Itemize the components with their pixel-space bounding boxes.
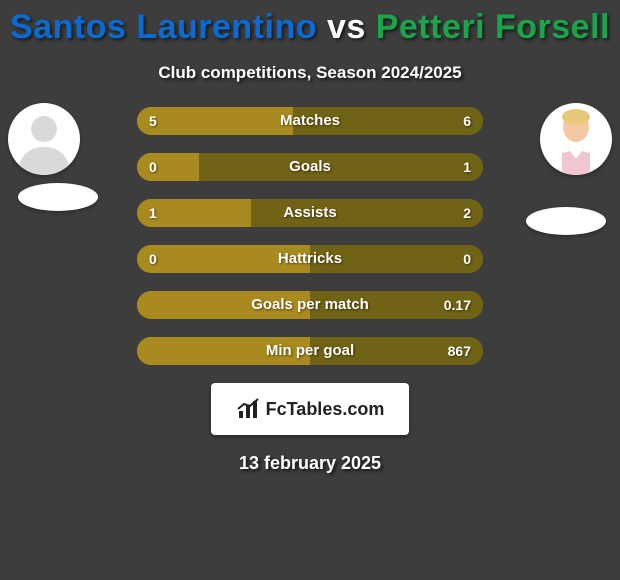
date: 13 february 2025 — [0, 453, 620, 474]
stat-row: Goals per match0.17 — [137, 291, 483, 319]
title-vs: vs — [327, 8, 366, 46]
title-player1: Santos Laurentino — [10, 8, 317, 46]
player-right-club-badge — [526, 207, 606, 235]
silhouette-icon — [8, 103, 80, 175]
stat-row: Min per goal867 — [137, 337, 483, 365]
player-portrait-icon — [540, 103, 612, 175]
stat-bar-right — [251, 199, 483, 227]
stat-bar-left — [137, 199, 251, 227]
comparison-infographic: Santos Laurentino vs Petteri Forsell Clu… — [0, 0, 620, 580]
player-right-photo — [540, 103, 612, 175]
chart-icon — [236, 397, 260, 421]
stat-bar-left — [137, 153, 199, 181]
page-title: Santos Laurentino vs Petteri Forsell — [0, 0, 620, 47]
stat-bar-right — [199, 153, 483, 181]
stat-row: Goals01 — [137, 153, 483, 181]
stat-bar-left — [137, 337, 310, 365]
stat-row: Hattricks00 — [137, 245, 483, 273]
stat-bar-right — [310, 245, 483, 273]
player-left-club-badge — [18, 183, 98, 211]
stat-row: Matches56 — [137, 107, 483, 135]
subtitle: Club competitions, Season 2024/2025 — [0, 63, 620, 83]
stat-bar-right — [310, 337, 483, 365]
player-left-photo — [8, 103, 80, 175]
brand-badge: FcTables.com — [211, 383, 409, 435]
comparison-zone: Matches56 Goals01 Assists12 Hattricks00 Goal… — [0, 107, 620, 365]
stat-bar-left — [137, 245, 310, 273]
stat-bars: Matches56 Goals01 Assists12 Hattricks00 Goal… — [137, 107, 483, 365]
stat-bar-left — [137, 291, 310, 319]
stat-row: Assists12 — [137, 199, 483, 227]
title-player2: Petteri Forsell — [376, 8, 610, 46]
stat-bar-left — [137, 107, 293, 135]
stat-bar-right — [310, 291, 483, 319]
brand-text: FcTables.com — [266, 399, 385, 420]
stat-bar-right — [293, 107, 483, 135]
